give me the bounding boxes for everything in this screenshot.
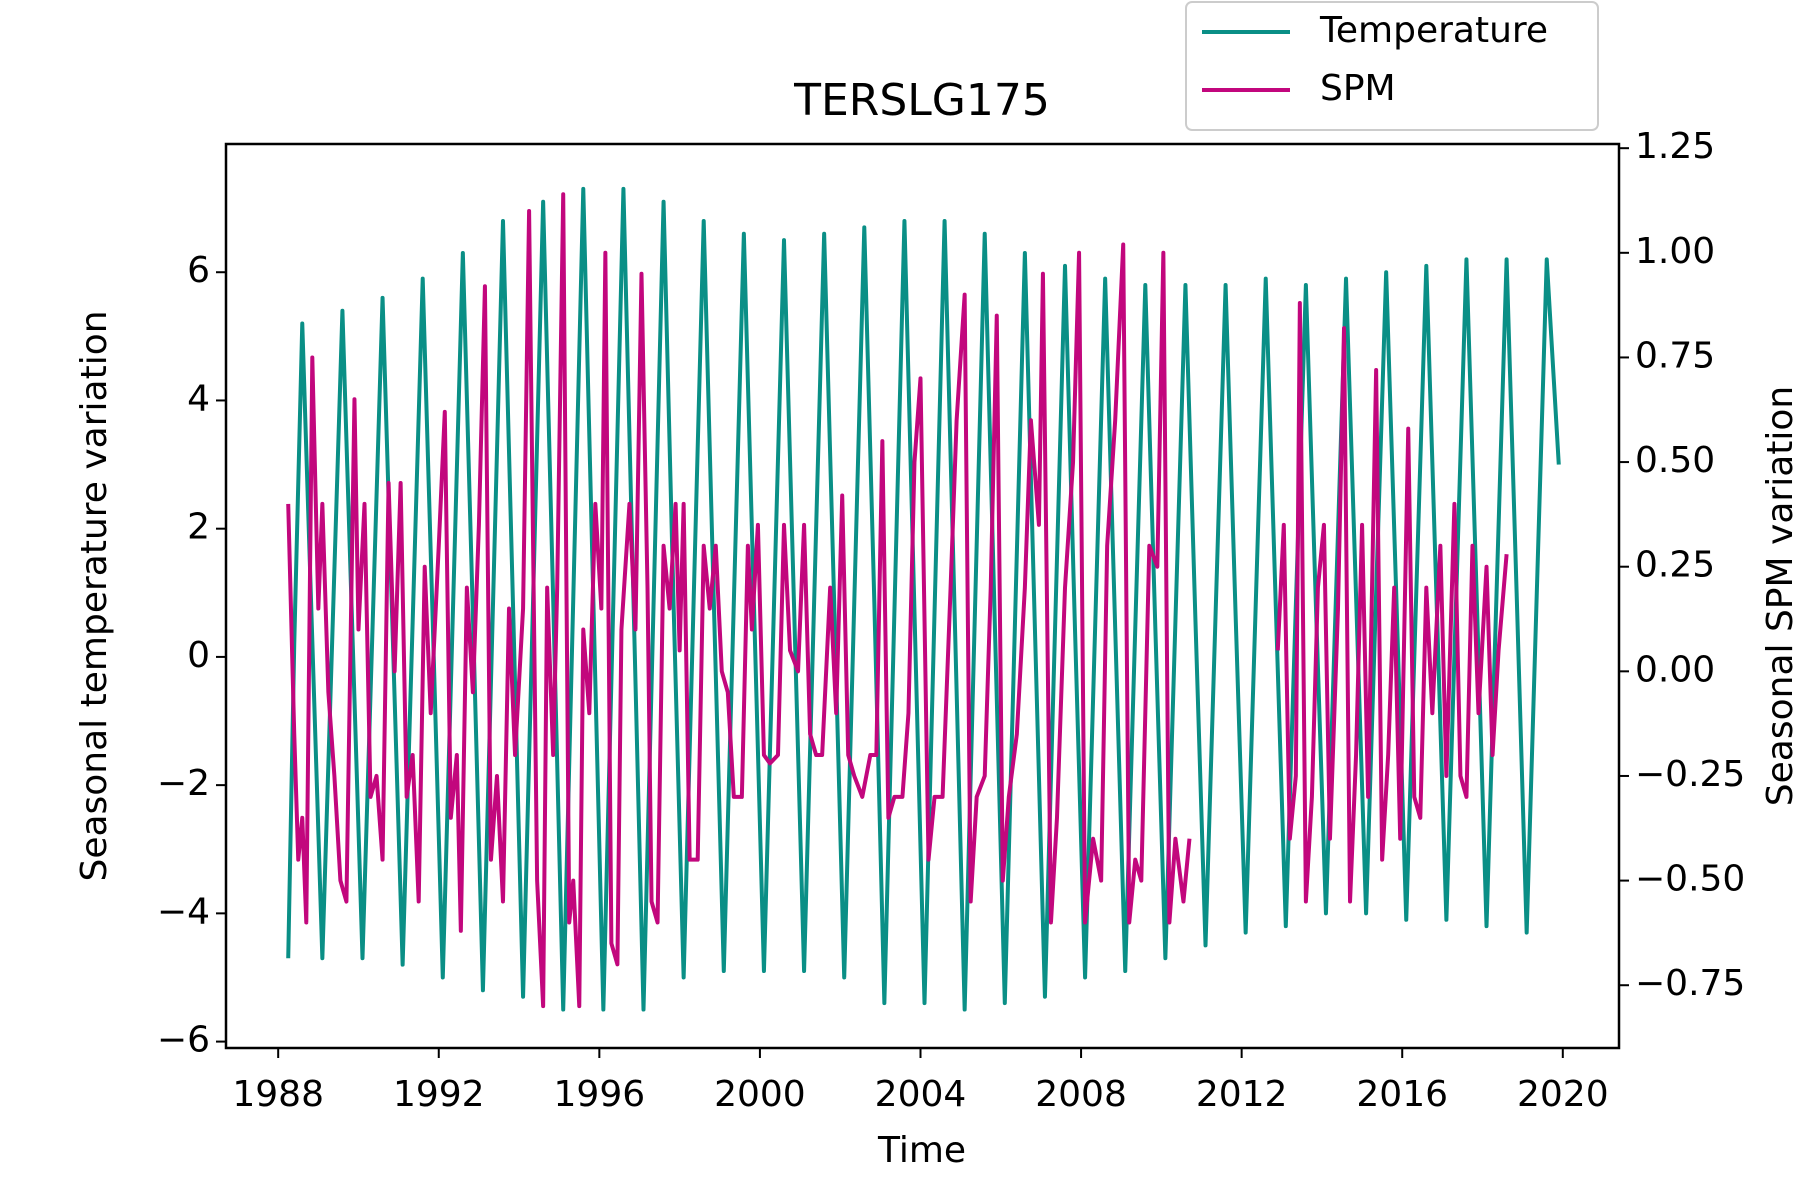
y2-tick-label: −0.75 [1635, 963, 1745, 1004]
legend-label: Temperature [1319, 10, 1548, 51]
x-tick-label: 1996 [554, 1074, 646, 1115]
x-tick-label: 1992 [393, 1074, 485, 1115]
y-tick-label: −6 [157, 1020, 210, 1061]
x-tick-label: 2008 [1035, 1074, 1127, 1115]
legend-label: SPM [1320, 68, 1396, 109]
y-tick-label: 6 [187, 250, 210, 291]
y-tick-label: −2 [157, 763, 210, 804]
y2-tick-label: 0.00 [1635, 649, 1715, 690]
x-axis-label: Time [877, 1130, 966, 1171]
y-tick-label: −4 [157, 891, 210, 932]
y-axis-label: Seasonal temperature variation [74, 310, 115, 881]
plot-frame [224, 142, 1621, 1050]
x-tick-label: 2000 [714, 1074, 806, 1115]
y2-tick-label: 0.25 [1635, 545, 1715, 586]
chart-title: TERSLG175 [793, 75, 1050, 126]
y-tick-label: 4 [187, 378, 210, 419]
y2-tick-label: −0.50 [1635, 859, 1745, 900]
y2-tick-label: 1.00 [1635, 231, 1715, 272]
x-tick-label: 2020 [1517, 1074, 1609, 1115]
x-tick-label: 2016 [1356, 1074, 1448, 1115]
y-tick-label: 0 [187, 635, 210, 676]
y-tick-label: 2 [187, 507, 210, 548]
y2-axis-label: Seasonal SPM variation [1760, 386, 1800, 806]
y2-tick-label: −0.25 [1635, 754, 1745, 795]
x-tick-label: 1988 [232, 1074, 324, 1115]
data-line [286, 192, 1509, 1009]
x-tick-label: 2012 [1196, 1074, 1288, 1115]
x-tick-label: 2004 [875, 1074, 967, 1115]
y2-tick-label: 1.25 [1635, 126, 1715, 167]
y2-tick-label: 0.75 [1635, 335, 1715, 376]
y2-tick-label: 0.50 [1635, 440, 1715, 481]
